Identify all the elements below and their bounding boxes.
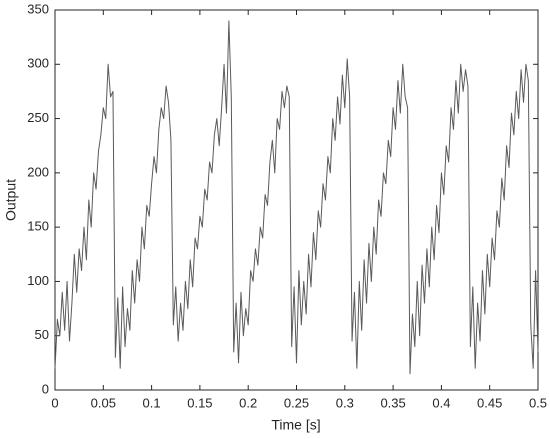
- x-tick-label: 0.2: [239, 395, 257, 410]
- plot-frame: [54, 9, 539, 391]
- y-tick-label: 0: [42, 381, 49, 396]
- y-tick-label: 50: [35, 327, 49, 342]
- y-tick-label: 350: [27, 1, 49, 16]
- x-axis-title: Time [s]: [271, 417, 320, 433]
- data-line: [54, 20, 539, 375]
- x-tick-label: 0.35: [380, 395, 405, 410]
- y-tick-label: 300: [27, 56, 49, 71]
- x-tick-label: 0.15: [187, 395, 212, 410]
- y-tick-label: 200: [27, 164, 49, 179]
- x-tick-label: 0.45: [477, 395, 502, 410]
- x-tick-label: 0.1: [143, 395, 161, 410]
- y-tick-label: 150: [27, 219, 49, 234]
- x-tick-label: 0: [51, 395, 58, 410]
- x-tick-label: 0.05: [91, 395, 116, 410]
- y-tick-label: 250: [27, 110, 49, 125]
- x-tick-label: 0.25: [284, 395, 309, 410]
- y-axis-title: Output: [3, 179, 19, 221]
- x-tick-label: 0.5: [529, 395, 547, 410]
- y-tick-label: 100: [27, 273, 49, 288]
- x-tick-label: 0.4: [432, 395, 450, 410]
- x-tick-label: 0.3: [336, 395, 354, 410]
